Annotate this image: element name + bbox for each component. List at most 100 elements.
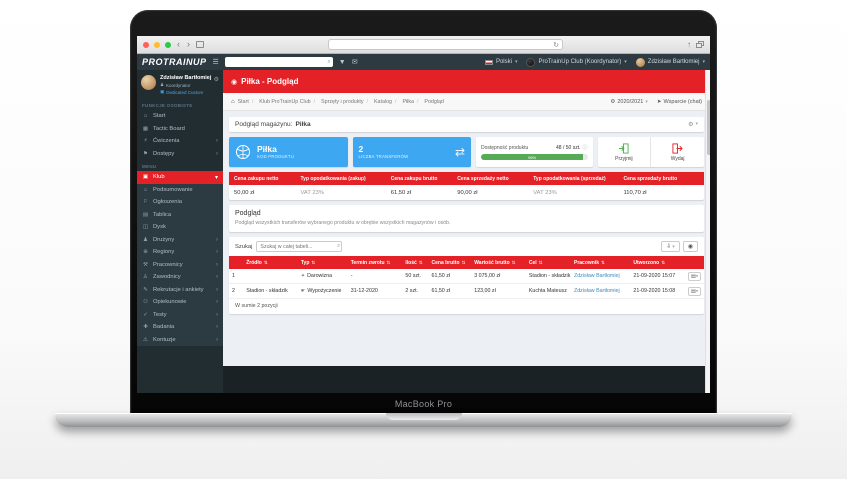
club-selector[interactable]: ProTrainUp Club (Koordynator) ▾ — [526, 57, 627, 67]
sidebar-item-recruitment[interactable]: ✎ Rekrutacje i ankiety › — [137, 283, 223, 296]
column-header[interactable]: Wartość brutto ⇅ — [471, 256, 526, 269]
window-close-button[interactable] — [143, 41, 149, 48]
sidebar-item-tests[interactable]: ✓ Testy › — [137, 308, 223, 321]
address-bar[interactable]: ↻ — [328, 39, 563, 50]
sort-icon[interactable]: ⇅ — [661, 259, 665, 265]
language-selector[interactable]: Polski ▾ — [484, 59, 517, 65]
breadcrumb-item[interactable]: Piłka — [402, 99, 421, 105]
sidebar-profile: Zdzisław Bartłomiej ♟ Koordynator ▣ Dedi… — [137, 70, 223, 99]
column-header[interactable]: Termin zwrotu ⇅ — [347, 256, 403, 269]
check-icon: ✓ — [143, 311, 148, 318]
issue-button[interactable]: Wydaj — [651, 137, 704, 167]
table-search-input[interactable] — [256, 241, 343, 252]
table-row: 1 ✦ Darowizna - 50 szt. 61,50 zł 3 075,00… — [229, 269, 704, 284]
sort-icon[interactable]: ⇅ — [418, 259, 423, 265]
support-chat-link[interactable]: ➤ Wsparcie (chat) — [656, 98, 702, 105]
sort-icon[interactable]: ⇅ — [386, 259, 391, 265]
info-icon[interactable]: ⓘ — [582, 145, 588, 151]
sidebar-item-regions[interactable]: ⊕ Regiony › — [137, 246, 223, 259]
globe-icon: ⊕ — [143, 249, 148, 256]
product-card[interactable]: Piłka KOD PRODUKTU — [229, 137, 348, 167]
column-header[interactable]: Ilość ⇅ — [402, 256, 429, 269]
sort-icon[interactable]: ⇅ — [461, 259, 466, 265]
cell-employee: Zdzisław Bartłomiej — [571, 283, 631, 299]
sidebar-item-start[interactable]: ⌂ Start — [143, 113, 166, 120]
reload-icon[interactable]: ↻ — [553, 41, 559, 49]
row-actions-button[interactable]: ▤▾ — [688, 286, 702, 296]
home-icon[interactable]: ⌂ — [231, 98, 235, 105]
filter-icon[interactable]: ▼ — [338, 58, 346, 66]
cell-quantity: 2 szt. — [402, 283, 429, 299]
sidebar-item-disk[interactable]: ◫ Dysk — [137, 221, 223, 234]
sidebar-item-teams[interactable]: ♟ Drużyny › — [137, 233, 223, 246]
donation-icon: ✦ — [300, 273, 306, 279]
price-table-header: Cena zakupu netto Typ opodatkowania (zak… — [229, 172, 704, 185]
breadcrumb-item[interactable]: Klub ProTrainUp Club — [259, 99, 318, 105]
browser-forward-icon[interactable]: › — [187, 39, 190, 49]
sidebar-item-staff[interactable]: ⚒ Pracownicy › — [137, 258, 223, 271]
sort-icon[interactable]: ⇅ — [263, 259, 268, 265]
chevron-right-icon: › — [216, 236, 218, 243]
sidebar-item-exercises[interactable]: ⚡ Ćwiczenia › — [143, 138, 218, 145]
window-zoom-button[interactable] — [165, 41, 171, 48]
sidebar-item-injuries[interactable]: ⚠ Kontuzje › — [137, 333, 223, 346]
sidebar-item-announcements[interactable]: ⚐ Ogłoszenia — [137, 196, 223, 209]
breadcrumb-item[interactable]: Katalog — [374, 99, 399, 105]
column-header[interactable]: Typ ⇅ — [297, 256, 348, 269]
profile-club-link[interactable]: ▣ Dedicated Custom — [160, 89, 204, 95]
sidebar-item-guardians[interactable]: ⚇ Opiekunowie › — [137, 296, 223, 309]
sidebar-item-board[interactable]: ▤ Tablica — [137, 208, 223, 221]
price-value-cell: 110,70 zł — [623, 189, 647, 196]
scrollbar-thumb[interactable] — [706, 100, 710, 155]
browser-back-icon[interactable]: ‹ — [177, 39, 180, 49]
season-selector[interactable]: ⚙ 2020/2021 ▾ — [610, 98, 648, 105]
sidebar-item-examinations[interactable]: ✚ Badania › — [137, 321, 223, 334]
column-header[interactable]: Pracownik ⇅ — [571, 256, 631, 269]
profile-settings-icon[interactable]: ⚙ — [213, 77, 219, 83]
user-menu[interactable]: Zdzisław Bartłomiej ▾ — [635, 57, 705, 67]
receive-button[interactable]: Przyjmij — [598, 137, 652, 167]
cell-target: Stadion - składzik — [525, 269, 571, 284]
window-minimize-button[interactable] — [154, 41, 160, 48]
sort-icon[interactable]: ⇅ — [601, 259, 605, 265]
scrollbar[interactable] — [705, 70, 710, 393]
sort-icon[interactable]: ⇅ — [311, 259, 316, 265]
breadcrumb-item[interactable]: Sprzęty i produkty — [321, 99, 371, 105]
sort-icon[interactable]: ⇅ — [538, 259, 543, 265]
column-header[interactable]: Utworzono ⇅ — [630, 256, 685, 269]
sidebar-item-access[interactable]: ⚑ Dostępy › — [143, 150, 218, 157]
row-actions-button[interactable]: ▤▾ — [688, 271, 702, 281]
employee-link[interactable]: Zdzisław Bartłomiej — [574, 273, 620, 279]
employee-link[interactable]: Zdzisław Bartłomiej — [574, 288, 620, 294]
app-logo[interactable]: PROTRAINUP — [142, 57, 207, 67]
preview-panel: Podgląd Podgląd wszystkich transferów wy… — [229, 205, 704, 232]
sidebar-item-club[interactable]: ▣ Klub ▾ — [137, 171, 223, 184]
chevron-right-icon: › — [216, 324, 218, 331]
global-search-input[interactable] — [224, 57, 333, 67]
door-in-icon — [619, 142, 629, 154]
chevron-down-icon: ▾ — [672, 243, 675, 250]
actions-header — [685, 256, 704, 269]
transfers-card[interactable]: 2 LICZBA TRANSFERÓW ⇄ — [352, 137, 471, 167]
profile-name: Zdzisław Bartłomiej — [160, 75, 212, 81]
sidebar-item-players[interactable]: ♙ Zawodnicy › — [137, 271, 223, 284]
column-header[interactable]: Cel ⇅ — [525, 256, 571, 269]
columns-visibility-button[interactable]: ◉ — [682, 241, 698, 252]
chevron-right-icon: › — [216, 336, 218, 343]
column-header[interactable]: Cena brutto ⇅ — [428, 256, 472, 269]
messages-icon[interactable]: ✉ — [351, 59, 358, 66]
sidebar-item-tactic-board[interactable]: ▦ Tactic Board — [142, 125, 185, 132]
export-button[interactable]: ⇩ ▾ — [661, 241, 680, 252]
sidebar-toggle-icon[interactable] — [196, 41, 204, 48]
cell-quantity: 50 szt. — [402, 269, 429, 284]
hamburger-icon[interactable]: ☰ — [212, 59, 219, 66]
sort-icon[interactable]: ⇅ — [511, 259, 516, 265]
column-header[interactable]: Źródło ⇅ — [243, 256, 298, 269]
warehouse-settings-button[interactable]: ⚙ ▾ — [688, 121, 698, 128]
chevron-right-icon: › — [216, 286, 218, 293]
tab-overview-icon[interactable] — [696, 41, 704, 48]
breadcrumb-item[interactable]: Start — [238, 99, 257, 105]
share-icon[interactable]: ↑ — [687, 40, 691, 49]
chevron-down-icon: ▾ — [695, 288, 699, 294]
sidebar-item-summary[interactable]: ⌂ Podsumowanie — [137, 183, 223, 196]
